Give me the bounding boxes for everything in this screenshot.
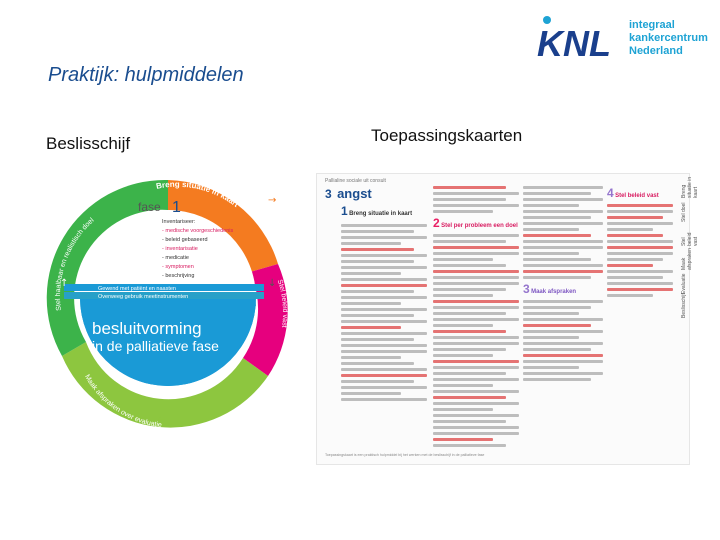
step-number-icon: 1 — [341, 204, 348, 218]
logo-line-2: kankercentrum — [629, 32, 708, 44]
logo-dot-icon — [543, 16, 551, 24]
fase-label: fase — [138, 200, 161, 214]
left-section-label: Beslisschijf — [46, 134, 131, 153]
sidebar-item: Maak afspraken — [681, 248, 693, 270]
banner-1: Gewend met patiënt en naasten — [98, 286, 176, 292]
banner-1-bg — [64, 284, 264, 291]
logo-brand: KNL — [537, 23, 611, 64]
card-column-1: 1 Breng situatie in kaart — [341, 204, 427, 404]
card-heading-number: 3 — [325, 187, 332, 201]
checklist-item: - beleid gebaseerd — [162, 237, 208, 243]
decision-wheel: Breng situatie in kaart Stel haalbaar en… — [46, 179, 288, 429]
wheel-center-blue-fill — [80, 298, 256, 386]
sidebar-item: Stel doel — [681, 202, 687, 222]
step-number-icon: 3 — [523, 282, 530, 296]
checklist-item: - beschrijving — [162, 273, 194, 279]
wheel-segment-magenta — [243, 264, 288, 376]
step-2-heading: Stel per probleem een doel — [441, 223, 518, 229]
center-title-1: besluitvorming — [92, 319, 202, 338]
slide-title: Praktijk: hulpmiddelen — [48, 64, 244, 86]
card-sidebar: Breng situatie in kaart Stel doel Stel b… — [681, 176, 699, 356]
card-column-2: 2 Stel per probleem een doel — [433, 186, 519, 450]
wheel-segment-orange — [168, 180, 278, 272]
application-card: Pallialine sociale uit consult 3 angst 1… — [316, 173, 690, 465]
sidebar-item: Evaluatie — [681, 273, 687, 294]
card-column-4: 4 Stel beleid vast — [607, 186, 673, 300]
checklist-item: - inventarisatie — [162, 246, 198, 252]
checklist-item: - medische voorgeschiedenis — [162, 228, 233, 234]
arrow-down-icon: ↓ — [268, 278, 276, 289]
step-number-icon: 2 — [433, 216, 440, 230]
center-title-2: in de palliatieve fase — [92, 338, 219, 354]
step-3-heading: Maak afspraken — [531, 289, 577, 295]
arrow-up-icon: ↑ — [60, 278, 68, 289]
checklist-item: - symptomen — [162, 264, 194, 270]
checklist-item: Inventariseer: — [162, 219, 196, 225]
sidebar-item: Beslisschijf — [681, 293, 687, 318]
checklist: Inventariseer: - medische voorgeschieden… — [162, 219, 233, 279]
sidebar-item: Breng situatie in kaart — [681, 176, 699, 198]
fase-number: 1 — [172, 199, 181, 216]
arrow-left-icon: ← — [158, 414, 166, 425]
logo-line-1: integraal — [629, 19, 675, 31]
logo-line-3: Nederland — [629, 45, 683, 57]
arrow-right-icon: → — [268, 195, 276, 206]
wheel-segment-lime — [62, 342, 268, 428]
banner-2-bg — [64, 292, 264, 299]
step-4-heading: Stel beleid vast — [615, 193, 659, 199]
right-section-label: Toepassingskaarten — [371, 126, 523, 145]
step-1-heading: Breng situatie in kaart — [349, 211, 413, 217]
checklist-item: - medicatie — [162, 255, 189, 261]
banner-2: Overweeg gebruik meetinstrumenten — [98, 294, 188, 300]
card-footer: Toepassingskaart is een praktisch hulpmi… — [325, 453, 485, 457]
card-heading: angst — [337, 186, 372, 201]
card-column-3: 3 Maak afspraken — [523, 186, 603, 384]
sidebar-item: Stel beleid vast — [681, 232, 699, 246]
iknl-logo: KNL integraal kankercentrum Nederland — [537, 16, 708, 64]
card-top-label: Pallialine sociale uit consult — [325, 178, 386, 184]
step-number-icon: 4 — [607, 186, 614, 200]
wheel-segment-green — [46, 179, 168, 356]
